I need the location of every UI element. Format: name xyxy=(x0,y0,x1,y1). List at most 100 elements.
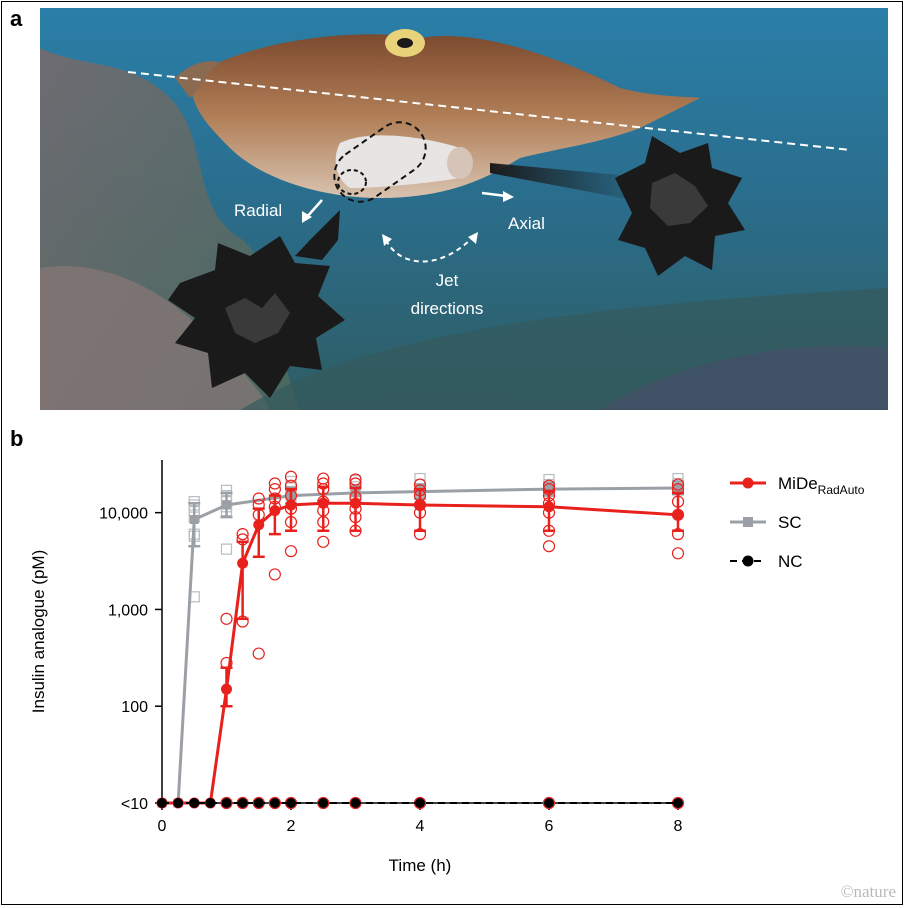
cuttlefish-illustration: Radial Axial Jet directions xyxy=(40,8,888,410)
nature-watermark: ©nature xyxy=(840,882,896,901)
label-jet-line2: directions xyxy=(411,299,484,318)
nc-mean-point xyxy=(221,798,232,808)
x-tick-label: 2 xyxy=(287,818,296,835)
mide-mean-point xyxy=(237,557,249,569)
x-tick-label: 6 xyxy=(545,818,554,835)
sc-mean-point xyxy=(544,484,554,494)
mide-raw-point xyxy=(268,796,281,810)
mide-raw-point xyxy=(284,470,298,483)
mide-raw-point xyxy=(284,545,298,558)
chart-legend: MiDeRadAuto SC NC xyxy=(730,474,865,571)
nc-mean-point xyxy=(189,798,200,808)
radial-ink-cloud-inner xyxy=(225,293,290,343)
panel-label-b: b xyxy=(10,426,24,451)
axial-arrow xyxy=(481,191,507,198)
legend-sc-marker xyxy=(743,517,753,527)
series-mide xyxy=(156,470,685,810)
device-opening xyxy=(337,169,367,195)
radial-arrowhead xyxy=(302,211,312,223)
sc-mean-point xyxy=(673,483,683,493)
mide-raw-point xyxy=(317,796,330,810)
mide-mean-point xyxy=(269,505,281,517)
legend-nc-label: NC xyxy=(778,552,803,571)
mide-raw-point xyxy=(542,540,556,553)
mide-raw-point xyxy=(317,535,330,548)
nc-mean-point xyxy=(173,798,184,808)
x-tick-label: 0 xyxy=(158,818,167,835)
nc-mean-point xyxy=(318,798,329,808)
legend-mide-label: MiDeRadAuto xyxy=(778,474,865,497)
device-outline xyxy=(333,121,427,203)
seafloor-purple xyxy=(600,345,888,410)
axial-arrowhead xyxy=(503,191,514,202)
siphon-tip xyxy=(447,147,473,179)
axial-ink-cloud-inner xyxy=(650,173,708,226)
mide-raw-point xyxy=(252,647,265,660)
mide-raw-point xyxy=(236,528,249,541)
y-ticks: <10 100 1,000 10,000 xyxy=(99,506,162,813)
mide-raw-point xyxy=(268,477,281,490)
legend-nc-marker xyxy=(742,555,754,567)
nc-mean-point xyxy=(286,798,296,808)
mide-raw-point xyxy=(671,478,685,491)
mide-raw-point xyxy=(268,568,281,581)
mide-mean-point xyxy=(350,497,361,509)
y-tick-label: 100 xyxy=(121,699,148,716)
series-nc xyxy=(157,798,683,808)
mide-mean-point xyxy=(543,501,555,513)
cuttlefish-pupil xyxy=(397,38,413,48)
nc-mean-point xyxy=(415,798,425,808)
nc-mean-point xyxy=(544,798,554,808)
nc-mean-point xyxy=(350,798,361,808)
legend-sc-label: SC xyxy=(778,513,802,532)
label-jet-line1: Jet xyxy=(436,271,459,290)
insulin-chart: <10 100 1,000 10,000 0 2 4 6 8 Insulin analogue… xyxy=(29,460,865,875)
mide-mean-point xyxy=(285,499,297,511)
legend-nc-name: NC xyxy=(778,552,803,571)
sc-raw-point xyxy=(220,543,233,555)
mide-mean-line xyxy=(162,501,679,805)
nc-mean-point xyxy=(237,798,248,808)
body-axis-line xyxy=(127,71,851,151)
x-tick-label: 4 xyxy=(416,818,425,835)
sc-raw-point xyxy=(285,475,297,488)
sc-mean-point xyxy=(222,500,231,510)
axial-jet-stream xyxy=(490,163,632,200)
mide-mean-point xyxy=(221,683,232,695)
mide-raw-point xyxy=(349,473,362,486)
legend-mide-name: MiDe xyxy=(778,474,818,493)
nc-mean-point xyxy=(157,798,167,808)
mide-mean-point xyxy=(672,509,684,521)
y-tick-label: <10 xyxy=(121,796,148,813)
nc-mean-point xyxy=(253,798,264,808)
panel-label-a: a xyxy=(10,6,23,31)
legend-mide-marker xyxy=(742,477,754,489)
label-radial: Radial xyxy=(234,201,282,220)
nc-mean-point xyxy=(269,798,280,808)
y-tick-label: 1,000 xyxy=(108,602,148,619)
legend-sc-name: SC xyxy=(778,513,802,532)
legend-mide-subscript: RadAuto xyxy=(818,483,865,497)
cuttlefish-body xyxy=(190,34,700,198)
x-axis-label: Time (h) xyxy=(389,856,452,875)
arc-arrowhead-right xyxy=(468,232,478,244)
mide-mean-point xyxy=(414,499,426,511)
siphon xyxy=(335,135,468,188)
series-layer xyxy=(156,470,685,810)
x-tick-label: 8 xyxy=(674,818,683,835)
mide-raw-point xyxy=(220,796,233,810)
label-axial: Axial xyxy=(508,214,545,233)
jet-directions-arc xyxy=(385,237,473,263)
mide-raw-point xyxy=(252,492,265,505)
nc-mean-point xyxy=(205,798,216,808)
radial-jet-stream xyxy=(295,210,340,260)
mide-raw-point xyxy=(220,612,233,625)
arc-arrowhead-left xyxy=(382,234,392,246)
mide-mean-point xyxy=(253,519,265,531)
y-axis-label: Insulin analogue (pM) xyxy=(29,550,48,713)
mide-raw-point xyxy=(542,796,556,810)
y-tick-label: 10,000 xyxy=(99,506,148,523)
mide-raw-point xyxy=(671,547,685,560)
mide-mean-point xyxy=(317,497,329,509)
